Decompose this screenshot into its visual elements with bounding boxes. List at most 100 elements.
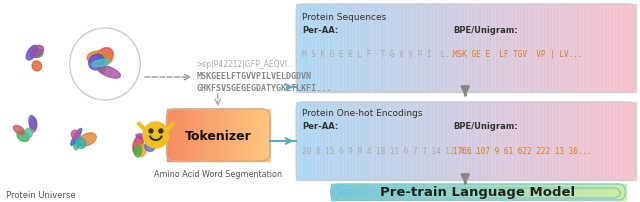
Bar [543,184,546,200]
Ellipse shape [96,48,113,65]
Bar [249,109,251,161]
Ellipse shape [87,52,113,66]
Bar [602,184,605,200]
Bar [372,187,376,199]
Bar [344,102,348,180]
Bar [348,184,352,200]
Bar [540,5,544,93]
Bar [170,109,172,161]
Bar [537,184,540,200]
Bar [549,187,552,199]
Bar [605,102,609,180]
Bar [364,187,367,199]
Bar [543,102,547,180]
Bar [357,5,361,93]
Bar [537,102,541,180]
Bar [410,187,413,199]
Bar [313,5,317,93]
Bar [396,188,399,198]
Bar [490,187,493,199]
Bar [476,5,480,93]
Bar [593,184,596,200]
Circle shape [149,129,153,133]
Bar [466,102,470,180]
Bar [632,5,636,93]
Bar [232,109,233,161]
Bar [455,187,458,199]
Bar [534,5,538,93]
Ellipse shape [32,62,42,72]
Bar [618,188,621,198]
Bar [550,102,554,180]
Bar [486,5,490,93]
Bar [208,109,209,161]
Bar [372,184,376,200]
Bar [449,5,452,93]
Bar [205,109,206,161]
Bar [552,188,556,198]
Bar [378,188,381,198]
Bar [401,102,405,180]
Bar [174,109,175,161]
Bar [307,5,310,93]
Bar [495,188,499,198]
Bar [601,5,605,93]
Bar [614,184,617,200]
Bar [333,5,337,93]
Bar [608,5,612,93]
Bar [340,184,343,200]
Bar [257,109,258,161]
Bar [432,5,436,93]
Bar [427,187,430,199]
Bar [447,187,450,199]
Bar [264,109,265,161]
Bar [475,187,479,199]
Ellipse shape [71,130,80,140]
Bar [557,102,561,180]
Bar [564,5,568,93]
Bar [554,5,557,93]
Bar [612,188,615,198]
Bar [296,102,300,180]
Bar [412,102,415,180]
Bar [518,187,521,199]
Bar [216,109,218,161]
Bar [252,109,253,161]
Bar [555,187,558,199]
Bar [407,184,411,200]
Circle shape [143,122,169,148]
Bar [578,184,582,200]
Bar [184,109,186,161]
Text: MSKGEELFTGVVPILVELDGDVN: MSKGEELFTGVVPILVELDGDVN [196,72,311,81]
Bar [404,5,408,93]
Bar [592,187,595,199]
Bar [391,5,395,93]
Bar [454,184,458,200]
Bar [356,187,359,199]
Bar [367,187,371,199]
Bar [580,188,584,198]
Bar [222,109,224,161]
Bar [618,5,622,93]
Bar [189,109,191,161]
Bar [221,109,223,161]
Bar [388,5,392,93]
Bar [351,5,355,93]
Bar [496,5,500,93]
Bar [237,109,238,161]
Bar [552,187,556,199]
Bar [361,102,365,180]
Text: Protein Sequences: Protein Sequences [302,13,387,22]
Bar [422,184,426,200]
Bar [398,102,402,180]
Bar [327,102,331,180]
Bar [622,184,626,200]
Bar [466,5,470,93]
Bar [479,5,483,93]
Bar [202,109,204,161]
Bar [317,5,321,93]
Bar [330,102,334,180]
Bar [498,187,501,199]
Bar [483,5,486,93]
Bar [552,184,555,200]
